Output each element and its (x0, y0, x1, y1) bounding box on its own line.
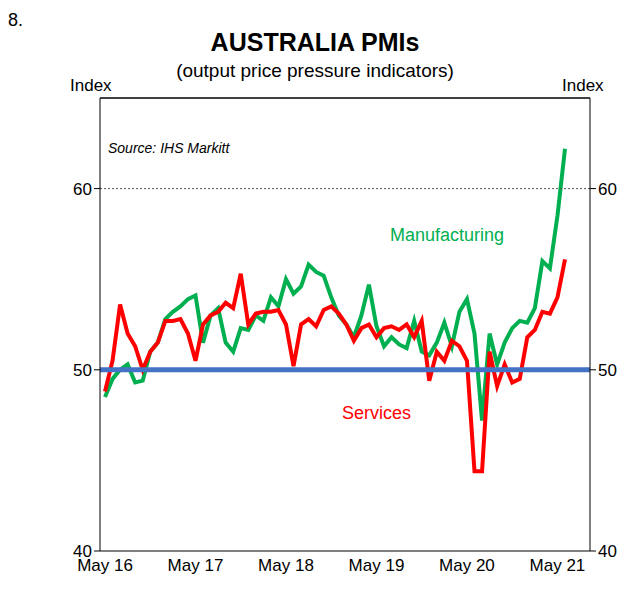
svg-text:May 19: May 19 (349, 556, 405, 575)
svg-text:May 21: May 21 (530, 556, 586, 575)
svg-text:May 17: May 17 (168, 556, 224, 575)
html-text:8.: 8. (8, 10, 23, 30)
svg-text:May 20: May 20 (439, 556, 495, 575)
svg-text:40: 40 (598, 542, 617, 561)
svg-text:May 16: May 16 (77, 556, 133, 576)
html-text:Index: Index (70, 76, 112, 95)
html-text:AUSTRALIA PMIs: AUSTRALIA PMIs (210, 28, 420, 56)
svg-text:50: 50 (73, 361, 92, 380)
svg-text:50: 50 (598, 361, 617, 380)
html-text:Source: IHS Markitt: Source: IHS Markitt (108, 140, 230, 156)
html-text:Index: Index (562, 76, 604, 95)
html-text:(output price pressure indicat: (output price pressure indicators) (176, 60, 454, 81)
svg-text:40: 40 (73, 542, 92, 561)
html-text:Manufacturing: Manufacturing (390, 225, 505, 245)
svg-text:May 18: May 18 (258, 556, 314, 575)
html-text:Services: Services (342, 403, 411, 423)
svg-text:60: 60 (598, 180, 617, 199)
svg-text:60: 60 (73, 180, 92, 199)
